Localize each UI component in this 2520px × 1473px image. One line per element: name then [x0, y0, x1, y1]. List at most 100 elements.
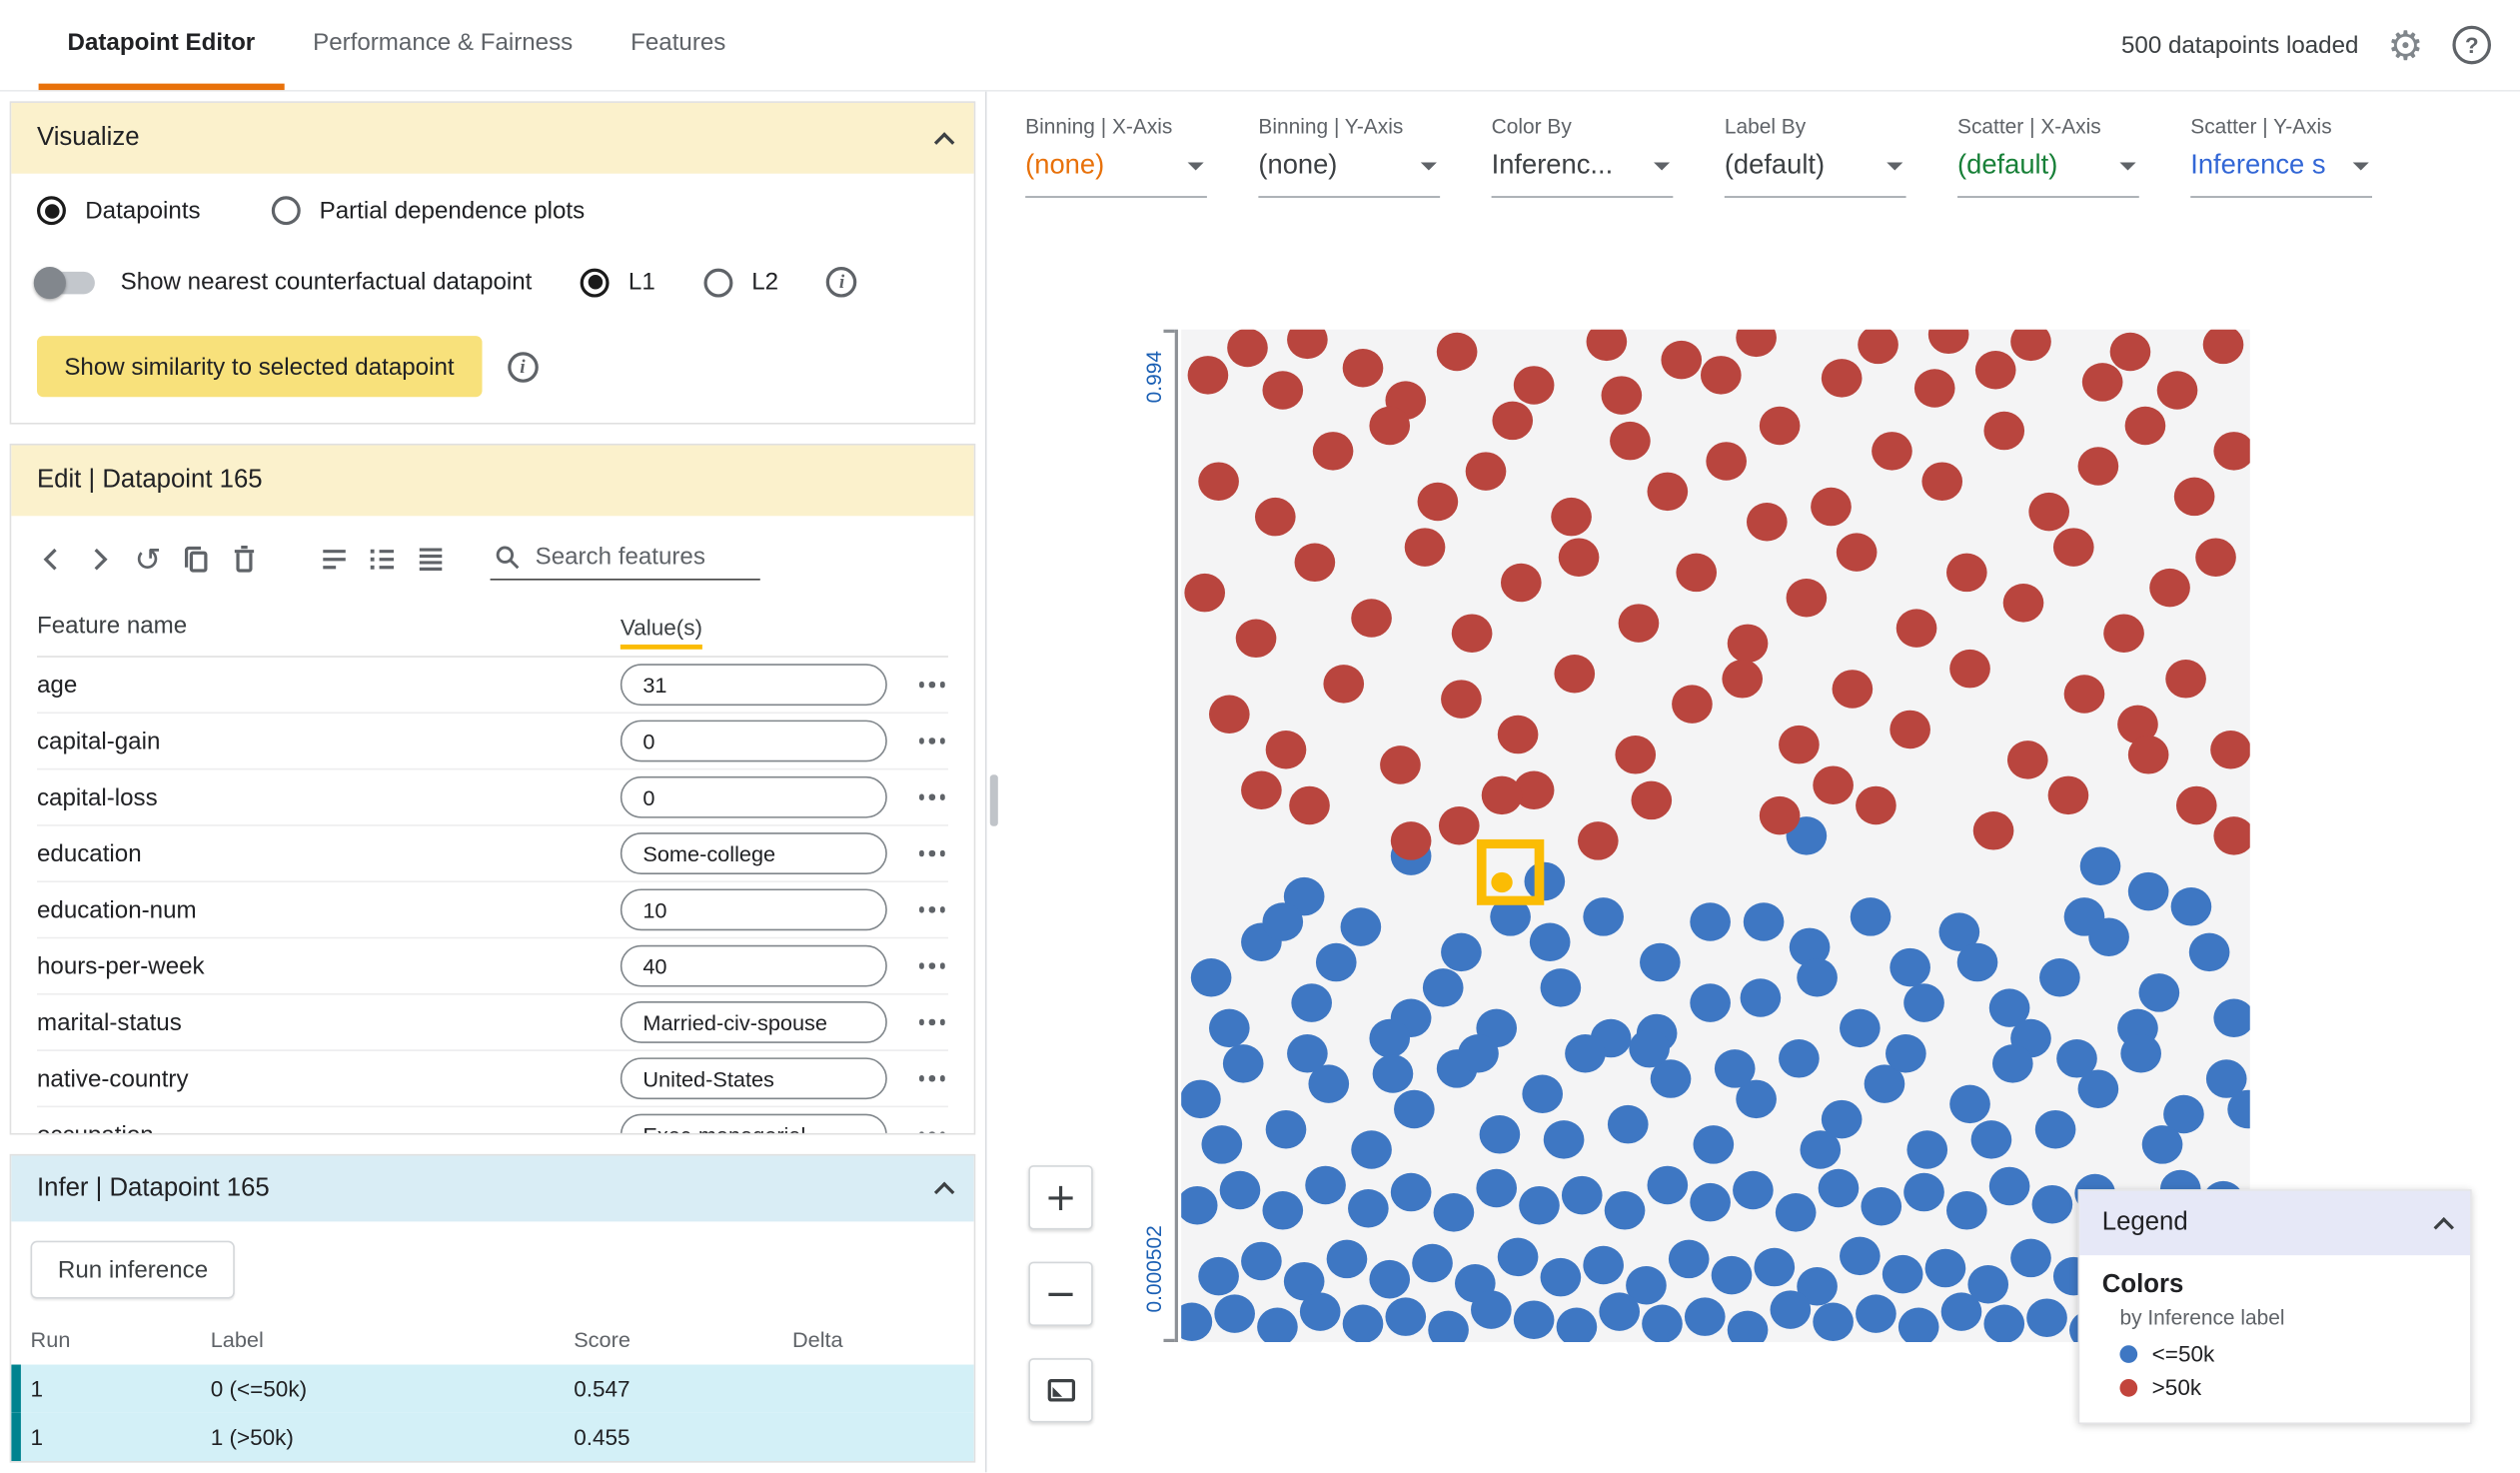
axis-control-select[interactable]: (none) — [1025, 138, 1207, 198]
datapoint-low[interactable] — [1903, 1172, 1944, 1212]
datapoint-low[interactable] — [2138, 973, 2180, 1012]
datapoint-low[interactable] — [1513, 1300, 1555, 1339]
numbered-list-view-icon[interactable] — [359, 536, 407, 584]
datapoint-high[interactable] — [1722, 660, 1764, 699]
datapoint-low[interactable] — [1629, 1028, 1670, 1068]
datapoint-low[interactable] — [1369, 1018, 1411, 1058]
datapoint-low[interactable] — [1181, 1185, 1218, 1225]
feature-value-input[interactable] — [620, 775, 887, 818]
datapoint-high[interactable] — [2006, 740, 2048, 779]
datapoint-high[interactable] — [1577, 821, 1619, 860]
datapoint-high[interactable] — [1351, 599, 1392, 638]
datapoint-low[interactable] — [1519, 1185, 1560, 1225]
datapoint-high[interactable] — [1676, 553, 1718, 593]
datapoint-low[interactable] — [1903, 983, 1944, 1022]
datapoint-high[interactable] — [1890, 710, 1930, 749]
datapoint-low[interactable] — [1428, 1310, 1469, 1343]
datapoint-low[interactable] — [1890, 947, 1930, 987]
datapoint-low[interactable] — [1565, 1033, 1606, 1073]
datapoint-low[interactable] — [1326, 1239, 1368, 1279]
next-datapoint-button[interactable] — [76, 536, 124, 584]
datapoint-low[interactable] — [1647, 1165, 1689, 1205]
datapoint-high[interactable] — [2103, 614, 2144, 653]
zoom-out-button[interactable]: − — [1028, 1261, 1093, 1326]
datapoint-high[interactable] — [2117, 705, 2158, 744]
datapoint-low[interactable] — [1626, 1266, 1667, 1305]
datapoint-low[interactable] — [2063, 897, 2105, 936]
datapoint-high[interactable] — [1858, 329, 1898, 365]
more-options-icon[interactable] — [887, 850, 948, 856]
feature-notes-view-icon[interactable] — [310, 536, 358, 584]
datapoint-low[interactable] — [2120, 1033, 2161, 1073]
datapoint-low[interactable] — [1299, 1292, 1341, 1331]
datapoint-high[interactable] — [1184, 573, 1226, 613]
datapoint-low[interactable] — [2188, 932, 2230, 972]
datapoint-high[interactable] — [1811, 487, 1852, 527]
datapoint-low[interactable] — [1181, 1079, 1221, 1119]
datapoint-low[interactable] — [1945, 1191, 1987, 1230]
datapoint-high[interactable] — [1294, 543, 1336, 583]
datapoint-high[interactable] — [2124, 406, 2166, 446]
datapoint-low[interactable] — [1476, 1168, 1518, 1208]
datapoint-low[interactable] — [1422, 968, 1464, 1007]
datapoint-high[interactable] — [2002, 584, 2044, 623]
datapoint-high[interactable] — [1586, 329, 1628, 362]
datapoint-high[interactable] — [1736, 329, 1777, 358]
datapoint-low[interactable] — [1775, 1193, 1817, 1232]
datapoint-low[interactable] — [1856, 1294, 1896, 1333]
datapoint-low[interactable] — [1789, 927, 1831, 967]
datapoint-high[interactable] — [1497, 715, 1539, 754]
datapoint-low[interactable] — [1198, 1256, 1239, 1296]
datapoint-low[interactable] — [1668, 1239, 1710, 1279]
datapoint-high[interactable] — [1312, 432, 1354, 471]
datapoint-high[interactable] — [1465, 452, 1507, 491]
datapoint-low[interactable] — [1583, 897, 1624, 936]
datapoint-high[interactable] — [2081, 363, 2123, 402]
datapoint-low[interactable] — [2034, 1109, 2076, 1149]
edit-panel-header[interactable]: Edit | Datapoint 165 — [11, 445, 974, 517]
datapoint-low[interactable] — [1262, 1191, 1304, 1230]
datapoint-high[interactable] — [1323, 665, 1365, 704]
datapoint-low[interactable] — [1988, 988, 2030, 1027]
datapoint-low[interactable] — [1956, 942, 1998, 982]
datapoint-high[interactable] — [1700, 356, 1742, 395]
datapoint-low[interactable] — [1991, 1044, 2033, 1083]
feature-value-input[interactable] — [620, 1113, 887, 1133]
datapoint-low[interactable] — [1684, 1297, 1726, 1336]
datapoint-low[interactable] — [1714, 1049, 1756, 1088]
datapoint-high[interactable] — [1254, 497, 1296, 537]
datapoint-low[interactable] — [1291, 983, 1332, 1022]
help-icon[interactable]: ? — [2452, 25, 2492, 65]
datapoint-high[interactable] — [1390, 821, 1432, 860]
datapoint-low[interactable] — [1897, 1307, 1939, 1343]
datapoint-high[interactable] — [1779, 725, 1820, 764]
datapoint-high[interactable] — [1262, 371, 1304, 410]
axis-control-select[interactable]: Inferenc... — [1491, 138, 1674, 198]
datapoint-high[interactable] — [1601, 376, 1643, 415]
datapoint-low[interactable] — [2163, 1094, 2204, 1134]
infer-panel-header[interactable]: Infer | Datapoint 165 — [11, 1155, 974, 1222]
datapoint-high[interactable] — [1945, 553, 1987, 593]
datapoint-high[interactable] — [1436, 332, 1478, 372]
datapoint-high[interactable] — [1832, 670, 1874, 709]
previous-datapoint-button[interactable] — [27, 536, 75, 584]
more-options-icon[interactable] — [887, 793, 948, 800]
top-tab[interactable]: Performance & Fairness — [284, 0, 602, 90]
datapoint-low[interactable] — [1181, 1302, 1213, 1341]
selected-datapoint[interactable] — [1491, 871, 1513, 893]
datapoint-high[interactable] — [1554, 654, 1596, 694]
datapoint-high[interactable] — [2202, 329, 2244, 365]
pdp-radio[interactable] — [271, 196, 301, 226]
datapoint-low[interactable] — [1305, 1165, 1346, 1205]
datapoint-low[interactable] — [2170, 887, 2212, 926]
datapoint-low[interactable] — [1740, 978, 1782, 1017]
feature-value-input[interactable] — [620, 1001, 887, 1043]
more-options-icon[interactable] — [887, 962, 948, 969]
datapoint-low[interactable] — [1287, 1033, 1328, 1073]
datapoint-low[interactable] — [1540, 968, 1582, 1007]
datapoint-high[interactable] — [1913, 369, 1955, 408]
datapoint-low[interactable] — [2141, 1125, 2183, 1164]
datapoint-high[interactable] — [1983, 411, 2025, 451]
datapoint-low[interactable] — [1882, 1254, 1923, 1294]
more-options-icon[interactable] — [887, 1075, 948, 1082]
